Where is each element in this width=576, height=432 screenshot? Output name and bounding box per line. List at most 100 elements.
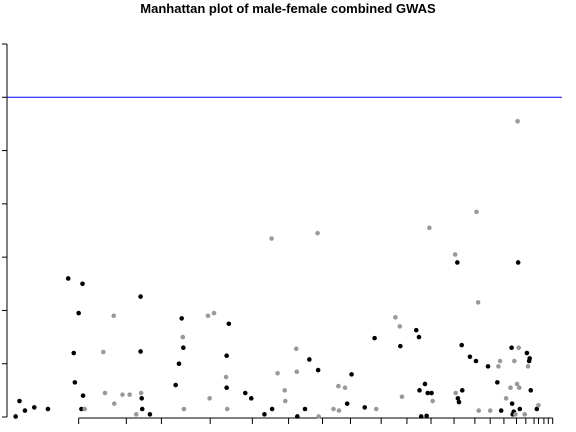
snp-point <box>497 358 503 364</box>
snp-point <box>181 345 186 351</box>
snp-point <box>515 118 520 124</box>
snp-point <box>452 252 458 257</box>
snp-point <box>82 406 87 412</box>
snp-point <box>509 401 515 406</box>
snp-point <box>399 394 405 400</box>
snp-point <box>45 406 51 412</box>
snp-point <box>242 390 248 396</box>
snp-point <box>453 390 458 396</box>
snp-point <box>138 349 143 354</box>
snp-point <box>176 361 182 367</box>
snp-point <box>138 294 143 299</box>
snp-point <box>248 396 254 401</box>
snp-point <box>430 398 435 404</box>
snp-point <box>508 385 513 390</box>
snp-point <box>181 406 187 412</box>
snp-point <box>294 369 300 375</box>
snp-point <box>31 405 37 410</box>
snp-point <box>65 276 71 281</box>
snp-point <box>315 230 320 236</box>
snp-point <box>139 406 145 412</box>
snp-point <box>393 315 398 320</box>
snp-point <box>424 413 429 419</box>
snp-point <box>111 313 117 319</box>
snp-point <box>528 388 534 393</box>
snp-point <box>120 392 125 397</box>
snp-point <box>293 346 299 352</box>
snp-point <box>397 324 403 329</box>
snp-point <box>485 364 491 369</box>
snp-point <box>22 408 28 413</box>
snp-point <box>316 414 321 419</box>
chart-title: Manhattan plot of male-female combined G… <box>140 1 436 16</box>
snp-point <box>503 396 509 401</box>
snp-point <box>512 358 517 364</box>
snp-point <box>459 388 465 393</box>
snp-point <box>17 398 22 404</box>
snp-point <box>475 300 481 305</box>
snp-point <box>315 367 321 373</box>
snp-point <box>80 281 85 287</box>
snp-point <box>226 321 232 327</box>
snp-point <box>422 381 428 387</box>
snp-point <box>80 393 86 398</box>
snp-point <box>133 412 139 417</box>
snp-point <box>211 310 217 316</box>
snp-point <box>147 412 153 417</box>
snp-point <box>282 388 288 393</box>
snp-point <box>269 406 275 412</box>
snp-point <box>476 408 482 413</box>
snp-point <box>336 383 341 389</box>
snp-point <box>416 334 422 340</box>
snp-point <box>456 399 462 405</box>
snp-point <box>223 374 229 380</box>
snp-point <box>72 380 78 385</box>
snp-point <box>127 392 132 397</box>
snp-point <box>496 364 501 369</box>
snp-point <box>307 357 312 362</box>
snp-point <box>525 364 531 369</box>
snp-point <box>513 412 518 417</box>
snp-point <box>224 353 229 359</box>
snp-point <box>295 414 300 419</box>
snp-point <box>342 385 348 390</box>
snp-point <box>101 349 106 355</box>
snp-point <box>331 406 336 412</box>
snp-point <box>527 356 532 361</box>
snp-point <box>139 396 144 401</box>
snp-point <box>498 408 504 413</box>
snp-point <box>79 406 84 412</box>
snp-point <box>515 260 521 265</box>
snp-point <box>224 385 229 390</box>
snp-point <box>429 390 434 396</box>
snp-point <box>455 260 460 265</box>
snp-point <box>76 310 81 316</box>
snp-point <box>398 343 403 349</box>
snp-point <box>275 371 280 376</box>
snp-point <box>173 382 178 388</box>
snp-point <box>262 412 267 417</box>
snp-point <box>13 414 18 419</box>
snp-point <box>180 334 186 340</box>
snp-point <box>517 406 523 412</box>
snp-point <box>373 406 379 412</box>
snp-point <box>534 406 540 412</box>
snp-point <box>102 390 108 396</box>
snp-point <box>495 380 500 385</box>
snp-point <box>536 402 541 408</box>
snp-point <box>302 406 308 412</box>
snp-point <box>282 398 288 404</box>
snp-point <box>427 225 432 231</box>
snp-point <box>522 412 528 417</box>
snp-point <box>372 335 377 341</box>
snp-point <box>509 345 514 351</box>
snp-point <box>455 396 461 401</box>
snp-point <box>413 327 419 333</box>
snp-point <box>467 354 473 360</box>
snp-point <box>207 396 212 401</box>
snp-point <box>269 236 274 241</box>
snp-point <box>336 408 342 413</box>
snp-point <box>516 385 522 390</box>
snp-point <box>349 372 354 377</box>
snp-point <box>138 390 144 396</box>
